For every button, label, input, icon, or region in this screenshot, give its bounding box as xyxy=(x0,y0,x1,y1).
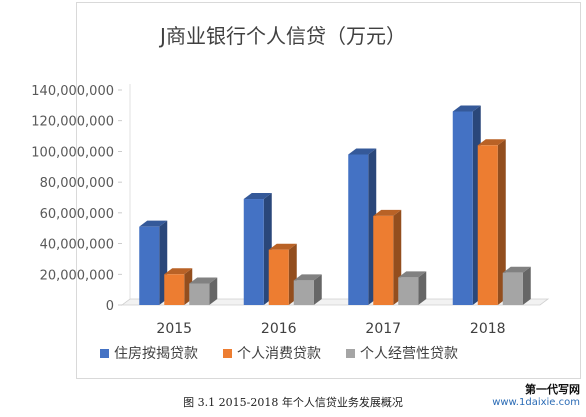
bar xyxy=(502,266,531,305)
legend-label: 个人消费贷款 xyxy=(237,346,321,362)
bar-side-face xyxy=(313,274,322,305)
legend-swatch xyxy=(346,349,355,358)
bar-front-face xyxy=(398,277,419,305)
y-tick-label: 20,000,000 xyxy=(40,268,114,283)
bar xyxy=(268,243,297,305)
bar-series-group xyxy=(139,105,531,305)
x-tick-label: 2018 xyxy=(470,321,506,337)
y-axis: 0 20,000,000 40,000,000 60,000,000 80,000,00… xyxy=(31,84,122,314)
bar-top-face xyxy=(348,148,377,155)
y-tick-label: 100,000,000 xyxy=(31,145,114,160)
bar-top-face xyxy=(373,209,402,216)
y-tick-label: 0 xyxy=(106,299,114,314)
bar xyxy=(164,268,193,305)
bar-top-face xyxy=(164,268,193,275)
x-axis: 2015 2016 2017 2018 xyxy=(156,321,505,337)
bar xyxy=(293,274,322,305)
y-tick-label: 60,000,000 xyxy=(40,207,114,222)
bar-front-face xyxy=(502,272,523,305)
watermark: 第一代写网 www.1daixie.com xyxy=(492,383,580,409)
legend-swatch xyxy=(223,349,232,358)
bar-top-face xyxy=(398,271,427,278)
bar xyxy=(189,277,218,305)
legend-label: 住房按揭贷款 xyxy=(114,346,198,362)
bar-side-face xyxy=(209,277,218,305)
y-tick-label: 80,000,000 xyxy=(40,176,114,191)
x-tick-label: 2016 xyxy=(261,321,297,337)
bar-front-face xyxy=(348,154,369,305)
bar-front-face xyxy=(452,111,473,305)
bar-chart: J商业银行个人信贷（万元） 0 20,000,000 40,000,000 60,00… xyxy=(31,24,550,362)
bar-side-face xyxy=(418,271,427,305)
bar-top-face xyxy=(477,139,506,146)
x-tick-label: 2017 xyxy=(365,321,401,337)
legend-item: 住房按揭贷款 xyxy=(100,346,198,362)
legend-item: 个人消费贷款 xyxy=(223,346,321,362)
bar-front-face xyxy=(477,145,498,305)
bar xyxy=(139,220,168,305)
bar-front-face xyxy=(373,215,394,305)
bar-top-face xyxy=(293,274,322,281)
bar xyxy=(243,193,272,305)
bar-front-face xyxy=(139,226,160,305)
bar xyxy=(348,148,377,305)
y-tick-label: 120,000,000 xyxy=(31,115,114,130)
bar-front-face xyxy=(164,274,185,305)
watermark-line1: 第一代写网 xyxy=(525,383,580,396)
bar-front-face xyxy=(293,280,314,305)
bar-front-face xyxy=(189,283,210,305)
bar-front-face xyxy=(268,249,289,305)
y-tick-label: 140,000,000 xyxy=(31,84,114,99)
figure-caption: 图 3.1 2015-2018 年个人信贷业务发展概况 xyxy=(183,396,403,409)
bar-top-face xyxy=(139,220,168,227)
legend-label: 个人经营性贷款 xyxy=(360,346,458,362)
bar-top-face xyxy=(502,266,531,273)
bar xyxy=(477,139,506,305)
watermark-line2: www.1daixie.com xyxy=(492,397,580,408)
bar-side-face xyxy=(497,139,506,305)
legend: 住房按揭贷款 个人消费贷款 个人经营性贷款 xyxy=(100,346,458,362)
x-tick-label: 2015 xyxy=(156,321,192,337)
bar-side-face xyxy=(522,266,531,305)
y-tick-label: 40,000,000 xyxy=(40,238,114,253)
bar xyxy=(398,271,427,305)
bar-top-face xyxy=(452,105,481,112)
bar xyxy=(373,209,402,305)
legend-swatch xyxy=(100,349,109,358)
legend-item: 个人经营性贷款 xyxy=(346,346,458,362)
bar-top-face xyxy=(268,243,297,250)
bar-front-face xyxy=(243,199,264,305)
bar xyxy=(452,105,481,305)
bar-top-face xyxy=(243,193,272,200)
bar-top-face xyxy=(189,277,218,284)
chart-title: J商业银行个人信贷（万元） xyxy=(158,24,406,48)
